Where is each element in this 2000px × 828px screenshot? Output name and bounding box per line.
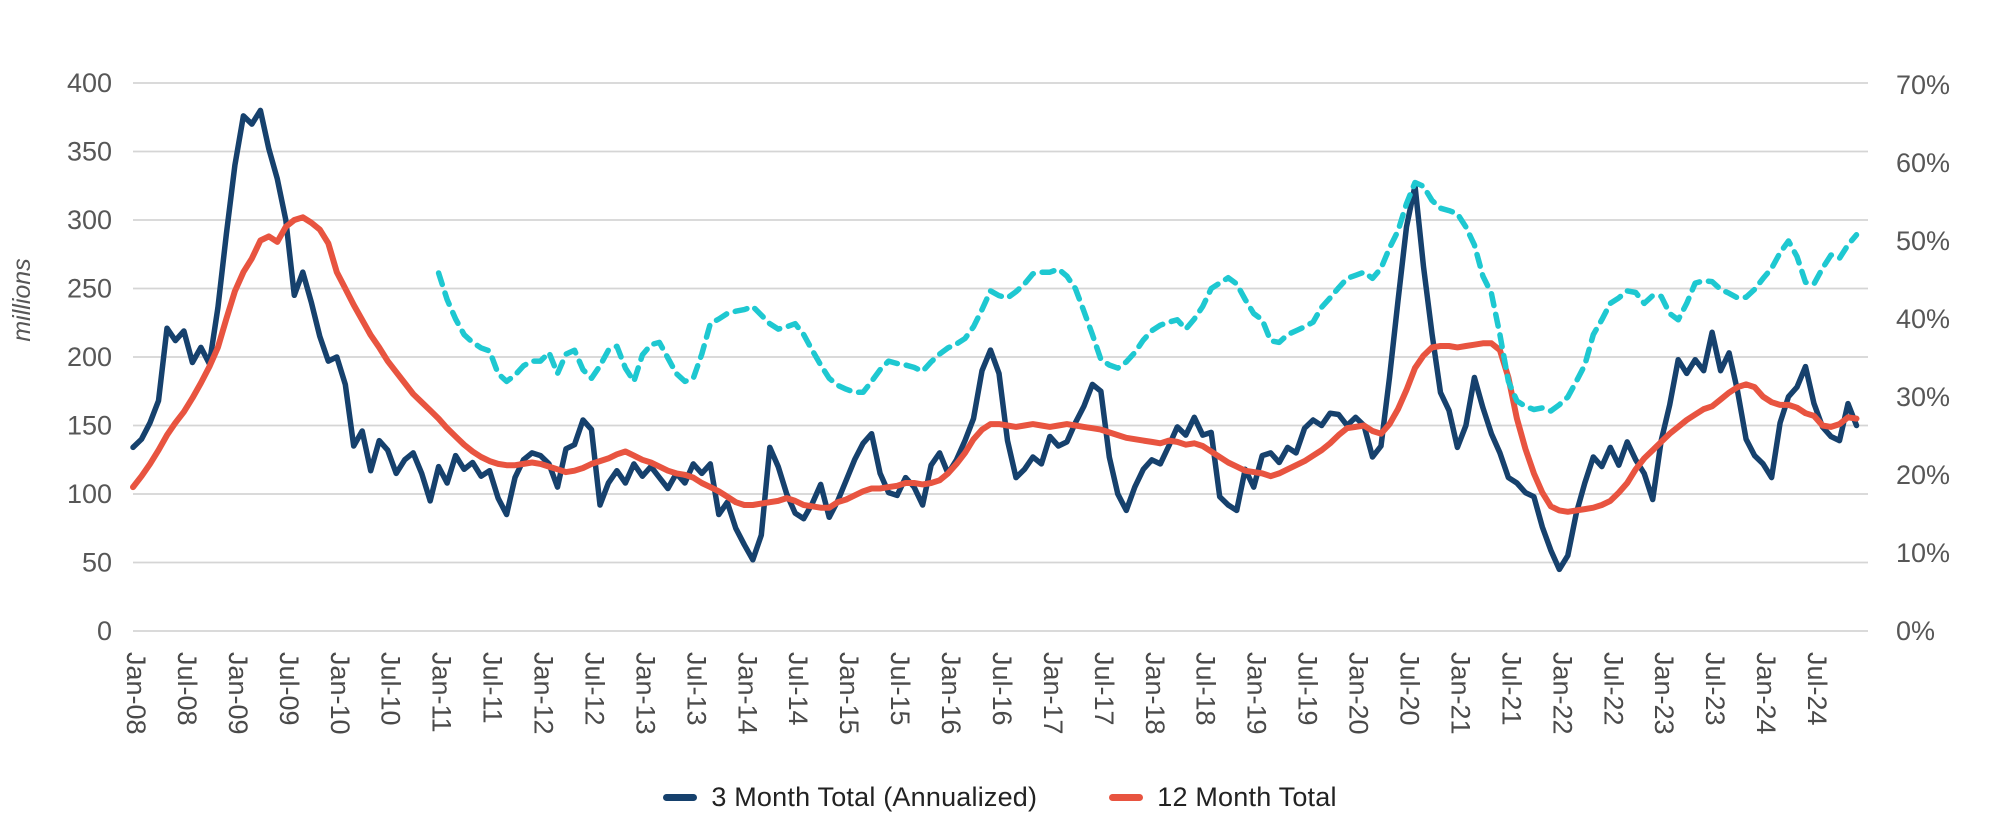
svg-text:Jul-21: Jul-21 [1496,652,1526,726]
svg-text:Jan-13: Jan-13 [630,652,660,735]
svg-text:Jul-19: Jul-19 [1293,652,1323,726]
svg-text:60%: 60% [1896,148,1950,178]
legend-swatch-12-month-total [1109,794,1144,801]
legend-item-3-month-total: 3 Month Total (Annualized) [663,782,1037,813]
legend-swatch-3-month-total [663,794,698,801]
svg-text:300: 300 [67,205,112,235]
svg-text:Jul-22: Jul-22 [1598,652,1628,726]
svg-text:250: 250 [67,274,112,304]
svg-text:Jan-14: Jan-14 [732,652,762,735]
svg-text:150: 150 [67,411,112,441]
svg-text:Jul-08: Jul-08 [172,652,202,726]
series-3-month-total-line [130,107,1860,573]
svg-text:Jan-17: Jan-17 [1038,652,1068,735]
gridlines [133,82,1868,632]
svg-text:Jul-17: Jul-17 [1089,652,1119,726]
svg-text:Jan-19: Jan-19 [1242,652,1272,735]
svg-text:350: 350 [67,137,112,167]
svg-text:Jan-08: Jan-08 [121,652,151,735]
svg-text:40%: 40% [1896,304,1950,334]
svg-text:Jul-13: Jul-13 [681,652,711,726]
svg-text:Jul-10: Jul-10 [376,652,406,726]
svg-text:Jan-23: Jan-23 [1649,652,1679,735]
svg-text:Jul-20: Jul-20 [1395,652,1425,726]
svg-text:200: 200 [67,342,112,372]
svg-text:Jul-23: Jul-23 [1700,652,1730,726]
left-axis-title: millions [8,258,36,341]
svg-text:Jul-15: Jul-15 [885,652,915,726]
svg-text:20%: 20% [1896,460,1950,490]
svg-text:70%: 70% [1896,70,1950,100]
svg-text:Jan-10: Jan-10 [325,652,355,735]
svg-text:Jan-16: Jan-16 [936,652,966,735]
svg-text:Jul-11: Jul-11 [478,652,508,724]
svg-text:Jan-18: Jan-18 [1140,652,1170,735]
svg-text:400: 400 [67,68,112,98]
svg-text:50: 50 [82,548,112,578]
right-axis-tick-labels: 0% 10% 20% 30% 40% 50% 60% 70% [1896,70,1950,646]
svg-text:Jan-22: Jan-22 [1547,652,1577,735]
svg-text:Jul-16: Jul-16 [987,652,1017,726]
svg-text:30%: 30% [1896,382,1950,412]
svg-text:10%: 10% [1896,538,1950,568]
svg-text:Jan-21: Jan-21 [1445,652,1475,735]
svg-text:Jul-24: Jul-24 [1802,652,1832,726]
x-axis-tick-labels: Jan-08 Jul-08 Jan-09 Jul-09 Jan-10 Jul-10 Jan-… [121,652,1832,735]
svg-text:0: 0 [97,616,112,646]
svg-text:Jul-14: Jul-14 [783,652,813,726]
svg-text:100: 100 [67,479,112,509]
svg-text:Jul-09: Jul-09 [274,652,304,726]
legend-label-12-month-total: 12 Month Total [1157,782,1337,812]
svg-text:Jan-11: Jan-11 [427,652,457,733]
svg-text:Jan-09: Jan-09 [223,652,253,735]
svg-text:50%: 50% [1896,226,1950,256]
legend-item-12-month-total: 12 Month Total [1109,782,1336,813]
left-axis-tick-labels: 0 50 100 150 200 250 300 350 400 [67,68,112,646]
svg-text:Jan-20: Jan-20 [1344,652,1374,735]
legend-label-3-month-total: 3 Month Total (Annualized) [711,782,1038,812]
chart-legend: 3 Month Total (Annualized) 12 Month Tota… [0,782,2000,813]
svg-text:Jan-12: Jan-12 [529,652,559,735]
svg-text:0%: 0% [1896,616,1935,646]
svg-text:Jan-24: Jan-24 [1751,652,1781,735]
svg-text:Jul-18: Jul-18 [1191,652,1221,726]
series-dashed-percent-line [435,179,1860,414]
svg-text:Jan-15: Jan-15 [834,652,864,735]
svg-text:Jul-12: Jul-12 [580,652,610,726]
series-12-month-total-line [130,214,1860,515]
